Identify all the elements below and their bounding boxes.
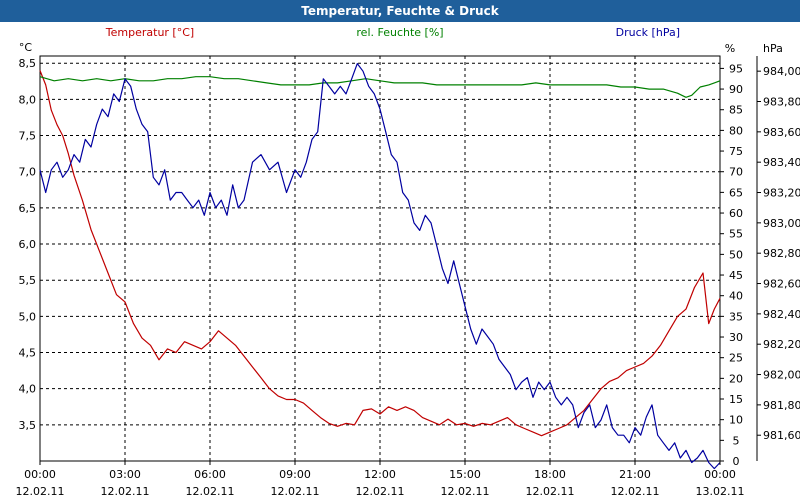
press-tick-label: 981,80 [763,399,800,412]
x-tick-date: 12.02.11 [611,485,660,498]
press-tick-label: 982,80 [763,247,800,260]
chart-title: Temperatur, Feuchte & Druck [0,0,800,22]
hum-tick-label: 40 [729,290,743,303]
series-line-temp [39,70,721,437]
hum-tick-label: 95 [729,62,743,75]
temp-tick-label: 6,0 [19,238,37,251]
temperature-axis: 3,5 4,0 4,5 5,0 5,5 6,0 6,5 7,0 7,5 8,0 8,5 °C [19,41,37,432]
temp-tick-label: 5,0 [19,310,37,323]
temp-unit-label: °C [19,41,33,54]
temp-tick-label: 4,5 [19,347,37,360]
press-tick-label: 982,40 [763,308,800,321]
x-tick-date: 12.02.11 [526,485,575,498]
hum-tick-label: 50 [729,248,743,261]
grid-lines [40,56,720,461]
x-tick-date: 12.02.11 [101,485,150,498]
legend-hum: rel. Feuchte [%] [356,26,443,39]
press-tick-label: 983,00 [763,217,800,230]
press-tick-label: 982,60 [763,278,800,291]
series-line-press [39,62,721,470]
x-tick-time: 09:00 [279,468,311,481]
temp-tick-label: 8,0 [19,93,37,106]
series-layer [39,62,721,470]
legend-press: Druck [hPa] [616,26,680,39]
hum-tick-label: 90 [729,83,743,96]
legend: Temperatur [°C] rel. Feuchte [%] Druck [hP… [105,26,680,39]
x-tick-time: 00:00 [24,468,56,481]
hum-tick-label: 55 [729,228,743,241]
temp-tick-label: 7,5 [19,130,37,143]
press-tick-label: 984,00 [763,65,800,78]
hum-tick-label: 20 [729,372,743,385]
hum-tick-label: 85 [729,104,743,117]
x-tick-time: 12:00 [364,468,396,481]
chart-area: 3,5 4,0 4,5 5,0 5,5 6,0 6,5 7,0 7,5 8,0 8,5 °C 0 5 10… [0,22,800,500]
hum-tick-label: 5 [733,434,740,447]
press-tick-label: 983,80 [763,96,800,109]
x-tick-time: 00:00 [704,468,736,481]
hum-tick-label: 70 [729,166,743,179]
temp-tick-label: 4,0 [19,383,37,396]
press-tick-label: 983,60 [763,126,800,139]
time-axis: 00:00 12.02.11 03:00 12.02.11 06:00 12.02.11 0… [16,461,745,498]
x-tick-date: 12.02.11 [441,485,490,498]
legend-temp: Temperatur [°C] [105,26,194,39]
x-tick-date: 12.02.11 [271,485,320,498]
temp-tick-label: 3,5 [19,419,37,432]
x-tick-date: 12.02.11 [16,485,65,498]
press-tick-label: 983,20 [763,187,800,200]
hum-tick-label: 30 [729,331,743,344]
x-tick-date: 13.02.11 [696,485,745,498]
press-tick-label: 983,40 [763,156,800,169]
x-tick-date: 12.02.11 [186,485,235,498]
temp-tick-label: 5,5 [19,274,37,287]
temp-tick-label: 7,0 [19,166,37,179]
x-tick-date: 12.02.11 [356,485,405,498]
hum-unit-label: % [725,42,735,55]
hum-tick-label: 15 [729,393,743,406]
hum-tick-label: 45 [729,269,743,282]
press-tick-label: 982,00 [763,369,800,382]
x-tick-time: 21:00 [619,468,651,481]
temp-tick-label: 6,5 [19,202,37,215]
humidity-axis: 0 5 10 15 20 25 30 35 40 45 50 55 60 65 70 75 80 85 90 95% [720,42,743,468]
x-tick-time: 06:00 [194,468,226,481]
hum-tick-label: 60 [729,207,743,220]
pressure-axis: 981,60 981,80 982,00 982,20 982,40 982,60 982,… [756,42,800,461]
hum-tick-label: 0 [733,455,740,468]
press-unit-label: hPa [763,42,783,55]
hum-tick-label: 10 [729,414,743,427]
x-tick-time: 15:00 [449,468,481,481]
hum-tick-label: 80 [729,124,743,137]
hum-tick-label: 75 [729,145,743,158]
series-line-hum [39,76,721,98]
hum-tick-label: 25 [729,352,743,365]
hum-tick-label: 65 [729,186,743,199]
temp-tick-label: 8,5 [19,57,37,70]
x-tick-time: 18:00 [534,468,566,481]
line-chart: 3,5 4,0 4,5 5,0 5,5 6,0 6,5 7,0 7,5 8,0 8,5 °C 0 5 10… [16,26,800,498]
x-tick-time: 03:00 [109,468,141,481]
press-tick-label: 981,60 [763,429,800,442]
press-tick-label: 982,20 [763,338,800,351]
hum-tick-label: 35 [729,310,743,323]
